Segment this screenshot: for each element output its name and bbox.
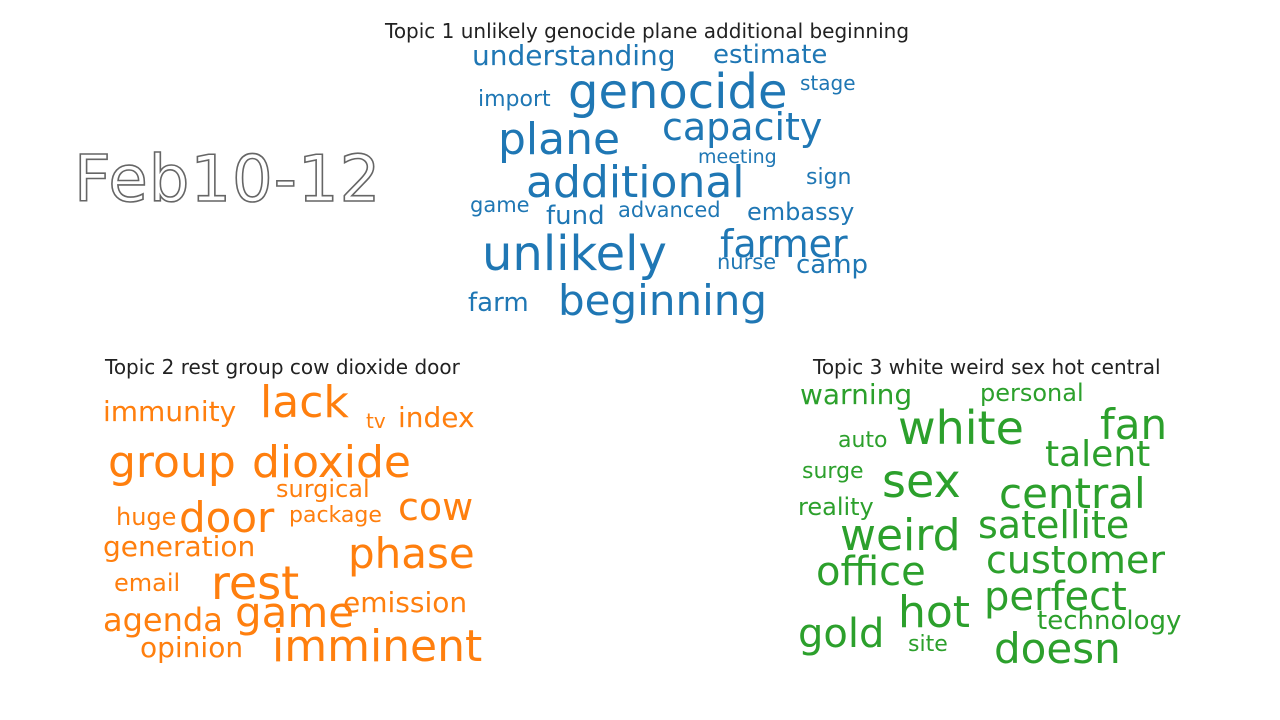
topic-2-word-group: group <box>108 437 236 488</box>
topic-1-word-capacity: capacity <box>662 105 823 149</box>
topic-1-word-understanding: understanding <box>472 39 676 72</box>
topic-2-word-generation: generation <box>103 530 256 563</box>
topic-3-word-reality: reality <box>798 493 874 521</box>
topic-1-word-additional: additional <box>526 157 745 208</box>
topic-2-word-rest: rest <box>211 556 300 610</box>
topic-1-word-sign: sign <box>806 165 852 190</box>
topic-2-word-imminent: imminent <box>272 621 483 672</box>
topic-2-word-tv: tv <box>366 409 386 433</box>
topic-3-word-satellite: satellite <box>978 503 1130 547</box>
topic-1-word-meeting: meeting <box>698 146 777 168</box>
topic-3-word-gold: gold <box>798 611 885 657</box>
topic-3-word-warning: warning <box>800 378 913 411</box>
topic-1-word-stage: stage <box>800 71 856 95</box>
topic-3-word-doesn: doesn <box>994 624 1121 673</box>
topic-3-word-office: office <box>816 549 926 595</box>
topic-2-word-opinion: opinion <box>140 631 244 664</box>
topic-3-word-weird: weird <box>840 510 961 561</box>
topic-1-word-embassy: embassy <box>747 198 855 226</box>
topic-2-word-cow: cow <box>398 485 474 529</box>
topic-1-word-estimate: estimate <box>713 40 828 70</box>
topic-3-title: Topic 3 white weird sex hot central <box>813 355 1161 379</box>
topic-1-word-camp: camp <box>796 250 869 280</box>
topic-2-word-index: index <box>398 401 475 434</box>
topic-3-word-central: central <box>999 469 1146 518</box>
topic-2-word-dioxide: dioxide <box>252 437 411 488</box>
topic-1-word-beginning: beginning <box>558 276 768 325</box>
topic-3-word-fan: fan <box>1100 400 1168 449</box>
topic-3-word-auto: auto <box>838 428 888 453</box>
topic-2-word-package: package <box>289 503 382 528</box>
topic-1-word-nurse: nurse <box>717 250 777 274</box>
date-range-label: Feb10-12 <box>73 142 382 218</box>
topic-2-word-lack: lack <box>260 377 349 428</box>
topic-1-title: Topic 1 unlikely genocide plane addition… <box>385 19 910 43</box>
topic-3-word-perfect: perfect <box>984 574 1127 620</box>
topic-2-word-immunity: immunity <box>103 395 237 428</box>
topic-2-word-emission: emission <box>343 586 468 619</box>
topic-3-word-personal: personal <box>980 379 1084 407</box>
topic-2-word-phase: phase <box>348 529 475 578</box>
topic-1-word-game: game <box>470 193 530 217</box>
topic-1-word-plane: plane <box>498 114 621 165</box>
topic-2-word-email: email <box>114 569 181 597</box>
topic-2-word-agenda: agenda <box>103 601 223 639</box>
topic-1-word-advanced: advanced <box>618 198 721 222</box>
topic-2-word-huge: huge <box>116 503 177 531</box>
topic-3-word-surge: surge <box>802 459 864 484</box>
topic-3-word-hot: hot <box>898 587 971 638</box>
topic-2-title: Topic 2 rest group cow dioxide door <box>105 355 460 379</box>
topic-1-word-farm: farm <box>468 288 529 318</box>
topic-3-word-site: site <box>908 632 948 657</box>
topic-3-word-technology: technology <box>1037 606 1182 636</box>
topic-3-word-white: white <box>898 401 1024 455</box>
topic-1-word-genocide: genocide <box>568 64 788 120</box>
topic-2-word-door: door <box>179 493 275 542</box>
topic-3-word-sex: sex <box>882 454 961 508</box>
topic-1-word-fund: fund <box>546 201 605 231</box>
topic-2-word-game: game <box>235 588 355 637</box>
topic-1-word-unlikely: unlikely <box>482 226 667 282</box>
topic-1-word-farmer: farmer <box>720 222 848 266</box>
topic-2-word-surgical: surgical <box>276 475 370 503</box>
topic-1-word-import: import <box>478 87 551 112</box>
topic-3-word-talent: talent <box>1045 434 1151 475</box>
topic-3-word-customer: customer <box>986 538 1165 582</box>
